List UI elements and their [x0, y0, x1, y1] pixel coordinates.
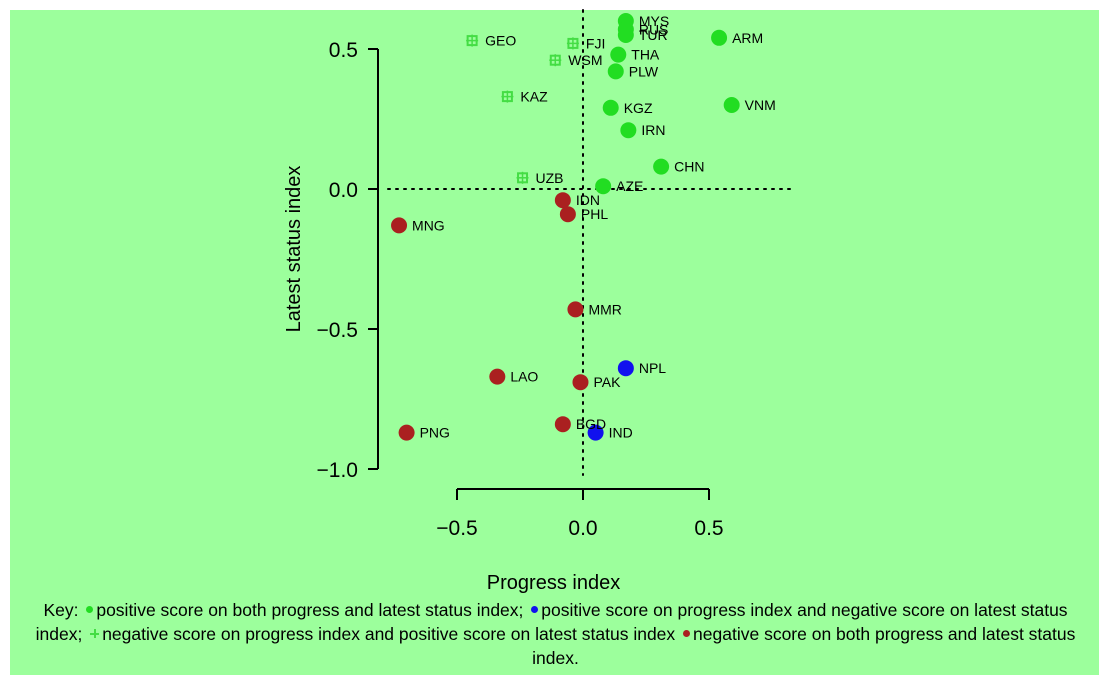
- point-label-kgz: KGZ: [624, 100, 653, 116]
- point-label-bgd: BGD: [576, 416, 606, 432]
- point-fji: [566, 37, 579, 50]
- point-label-mng: MNG: [412, 217, 445, 233]
- chart-panel: [10, 10, 1099, 675]
- point-kaz: [501, 90, 514, 103]
- point-png: [398, 424, 415, 441]
- point-lao: [489, 368, 506, 385]
- axes: 0.5 0.0 −0.5 −1.0 −0.5 0.0 0.5: [317, 39, 724, 540]
- point-arm: [711, 29, 728, 46]
- y-tick-label: 0.5: [329, 39, 358, 62]
- y-tick-label: 0.0: [329, 179, 358, 202]
- point-label-kaz: KAZ: [520, 89, 548, 105]
- point-label-plw: PLW: [629, 63, 659, 79]
- x-tick-label: −0.5: [436, 517, 477, 540]
- point-kgz: [602, 99, 619, 116]
- key-prefix: Key:: [43, 600, 79, 620]
- key-progress-positive-status-negative: positive score on progress index and neg…: [35, 600, 1068, 644]
- point-label-wsm: WSM: [568, 52, 602, 68]
- point-label-npl: NPL: [639, 360, 666, 376]
- key-both-negative: negative score on both progress and late…: [532, 624, 1076, 668]
- key-marker-red-circle: [683, 630, 691, 638]
- point-label-tha: THA: [631, 47, 660, 63]
- point-label-vnm: VNM: [745, 97, 776, 113]
- point-geo: [466, 34, 479, 47]
- x-tick-label: 0.0: [568, 517, 597, 540]
- point-label-ind: IND: [609, 425, 633, 441]
- point-wsm: [549, 54, 562, 67]
- y-axis-label: Latest status index: [283, 165, 305, 333]
- point-tur: [617, 27, 634, 43]
- point-label-arm: ARM: [732, 30, 763, 46]
- point-label-mmr: MMR: [588, 301, 621, 317]
- point-chn: [653, 158, 670, 175]
- point-label-fji: FJI: [586, 35, 605, 51]
- y-tick-label: −1.0: [317, 459, 358, 482]
- point-idn: [554, 192, 571, 209]
- point-label-mys: MYS: [639, 13, 669, 29]
- point-label-lao: LAO: [510, 369, 538, 385]
- point-label-rus: RUS: [639, 21, 669, 37]
- point-label-phl: PHL: [581, 206, 608, 222]
- point-label-geo: GEO: [485, 33, 516, 49]
- point-uzb: [516, 171, 529, 184]
- point-vnm: [723, 97, 740, 113]
- point-phl: [559, 206, 576, 223]
- point-label-tur: TUR: [639, 27, 668, 43]
- point-mmr: [567, 301, 584, 318]
- point-label-png: PNG: [420, 425, 450, 441]
- key-progress-negative-status-positive: negative score on progress index and pos…: [102, 624, 676, 644]
- point-pak: [572, 374, 589, 391]
- key-marker-green-cross: [90, 629, 100, 639]
- point-bgd: [554, 416, 571, 433]
- point-irn: [620, 122, 637, 139]
- point-label-irn: IRN: [641, 122, 665, 138]
- point-ind: [587, 424, 604, 441]
- reference-lines: [387, 9, 791, 476]
- x-tick-label: 0.5: [694, 517, 723, 540]
- key-both-positive: positive score on both progress and late…: [96, 600, 524, 620]
- point-label-chn: CHN: [674, 159, 704, 175]
- point-npl: [617, 360, 634, 377]
- point-label-idn: IDN: [576, 192, 600, 208]
- point-label-aze: AZE: [616, 178, 643, 194]
- point-mng: [391, 217, 408, 234]
- point-label-pak: PAK: [593, 374, 621, 390]
- key-legend: Key: positive score on both progress and…: [18, 598, 1093, 670]
- point-aze: [595, 178, 612, 195]
- x-axis-label: Progress index: [486, 572, 621, 594]
- key-marker-green-circle: [86, 606, 94, 614]
- point-label-uzb: UZB: [536, 170, 564, 186]
- key-marker-blue-circle: [531, 606, 539, 614]
- point-tha: [610, 46, 627, 63]
- y-tick-label: −0.5: [317, 319, 358, 342]
- point-plw: [607, 63, 624, 80]
